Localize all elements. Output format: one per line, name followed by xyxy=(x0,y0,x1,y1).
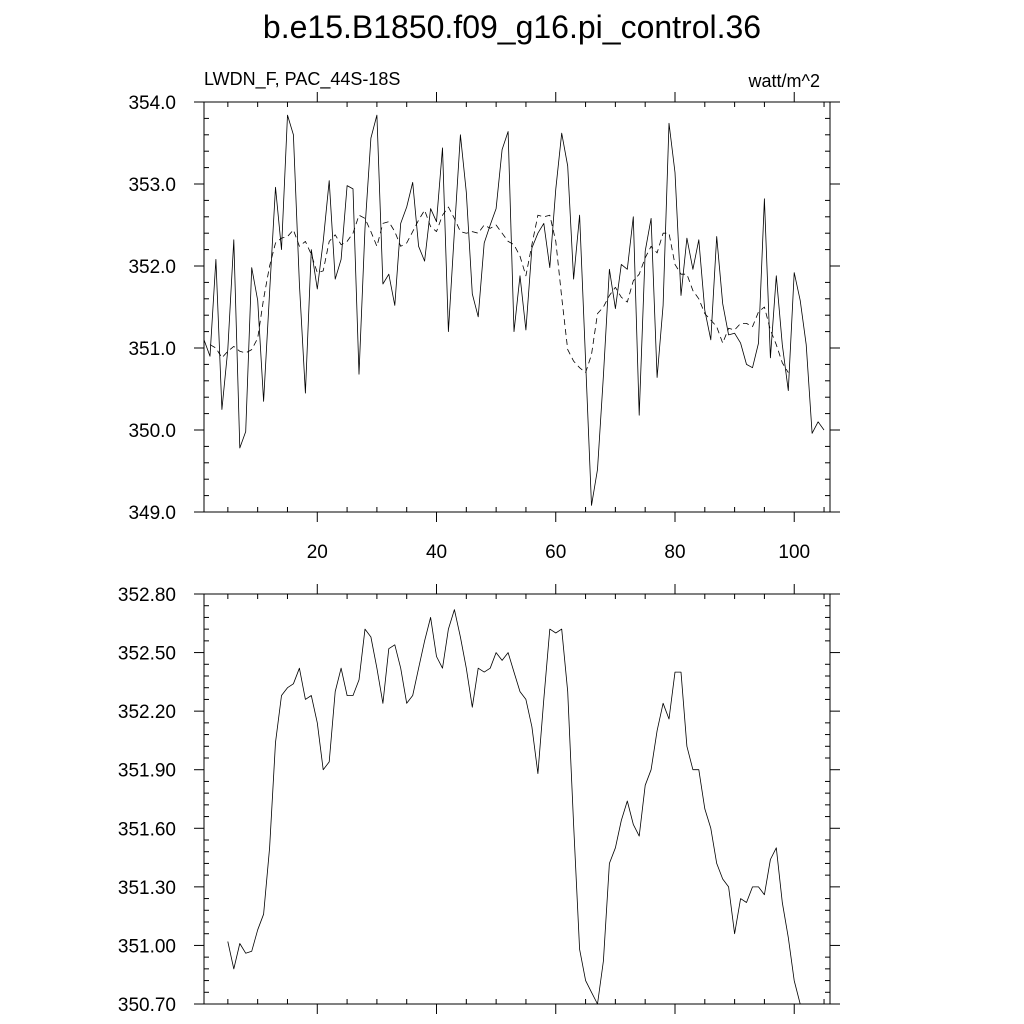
y-tick-label: 352.0 xyxy=(128,257,176,278)
y-tick-label: 353.0 xyxy=(128,175,176,196)
y-tick-label: 352.50 xyxy=(118,644,176,665)
x-tick-label: 80 xyxy=(664,542,685,563)
x-tick-label: 20 xyxy=(307,542,328,563)
top-panel-units: watt/m^2 xyxy=(748,71,820,91)
bottom-panel: 350.70 351.00 351.30 351.60 351.90 352.20 352.… xyxy=(118,584,840,1016)
y-tick-label: 352.20 xyxy=(118,702,176,723)
y-tick-label: 351.90 xyxy=(118,761,176,782)
y-tick-label: 349.0 xyxy=(128,503,176,524)
y-tick-label: 350.70 xyxy=(118,995,176,1016)
y-tick-label: 351.00 xyxy=(118,936,176,957)
bottom-plot-frame xyxy=(203,593,831,1005)
y-tick-label: 351.30 xyxy=(118,878,176,899)
top-plot-area: 20 40 60 80 100 349.0 350.0 351.0 352.0 353.0 354.… xyxy=(128,92,840,563)
series-line xyxy=(227,609,801,1005)
y-tick-label: 351.60 xyxy=(118,819,176,840)
series-line xyxy=(203,114,825,506)
figure-title: b.e15.B1850.f09_g16.pi_control.36 xyxy=(263,9,761,45)
x-tick-label: 100 xyxy=(778,542,810,563)
y-tick-label: 354.0 xyxy=(128,93,176,114)
top-panel: LWDN_F, PAC_44S-18S watt/m^2 20 40 60 80 100… xyxy=(128,69,840,563)
top-panel-title: LWDN_F, PAC_44S-18S xyxy=(204,69,400,90)
y-tick-label: 350.0 xyxy=(128,421,176,442)
y-tick-label: 351.0 xyxy=(128,339,176,360)
series-line-dashed xyxy=(209,206,789,374)
top-plot-frame xyxy=(203,101,831,513)
bottom-plot-area: 350.70 351.00 351.30 351.60 351.90 352.20 352.… xyxy=(118,584,840,1016)
x-tick-label: 40 xyxy=(426,542,447,563)
x-tick-label: 60 xyxy=(545,542,566,563)
y-tick-label: 352.80 xyxy=(118,585,176,606)
